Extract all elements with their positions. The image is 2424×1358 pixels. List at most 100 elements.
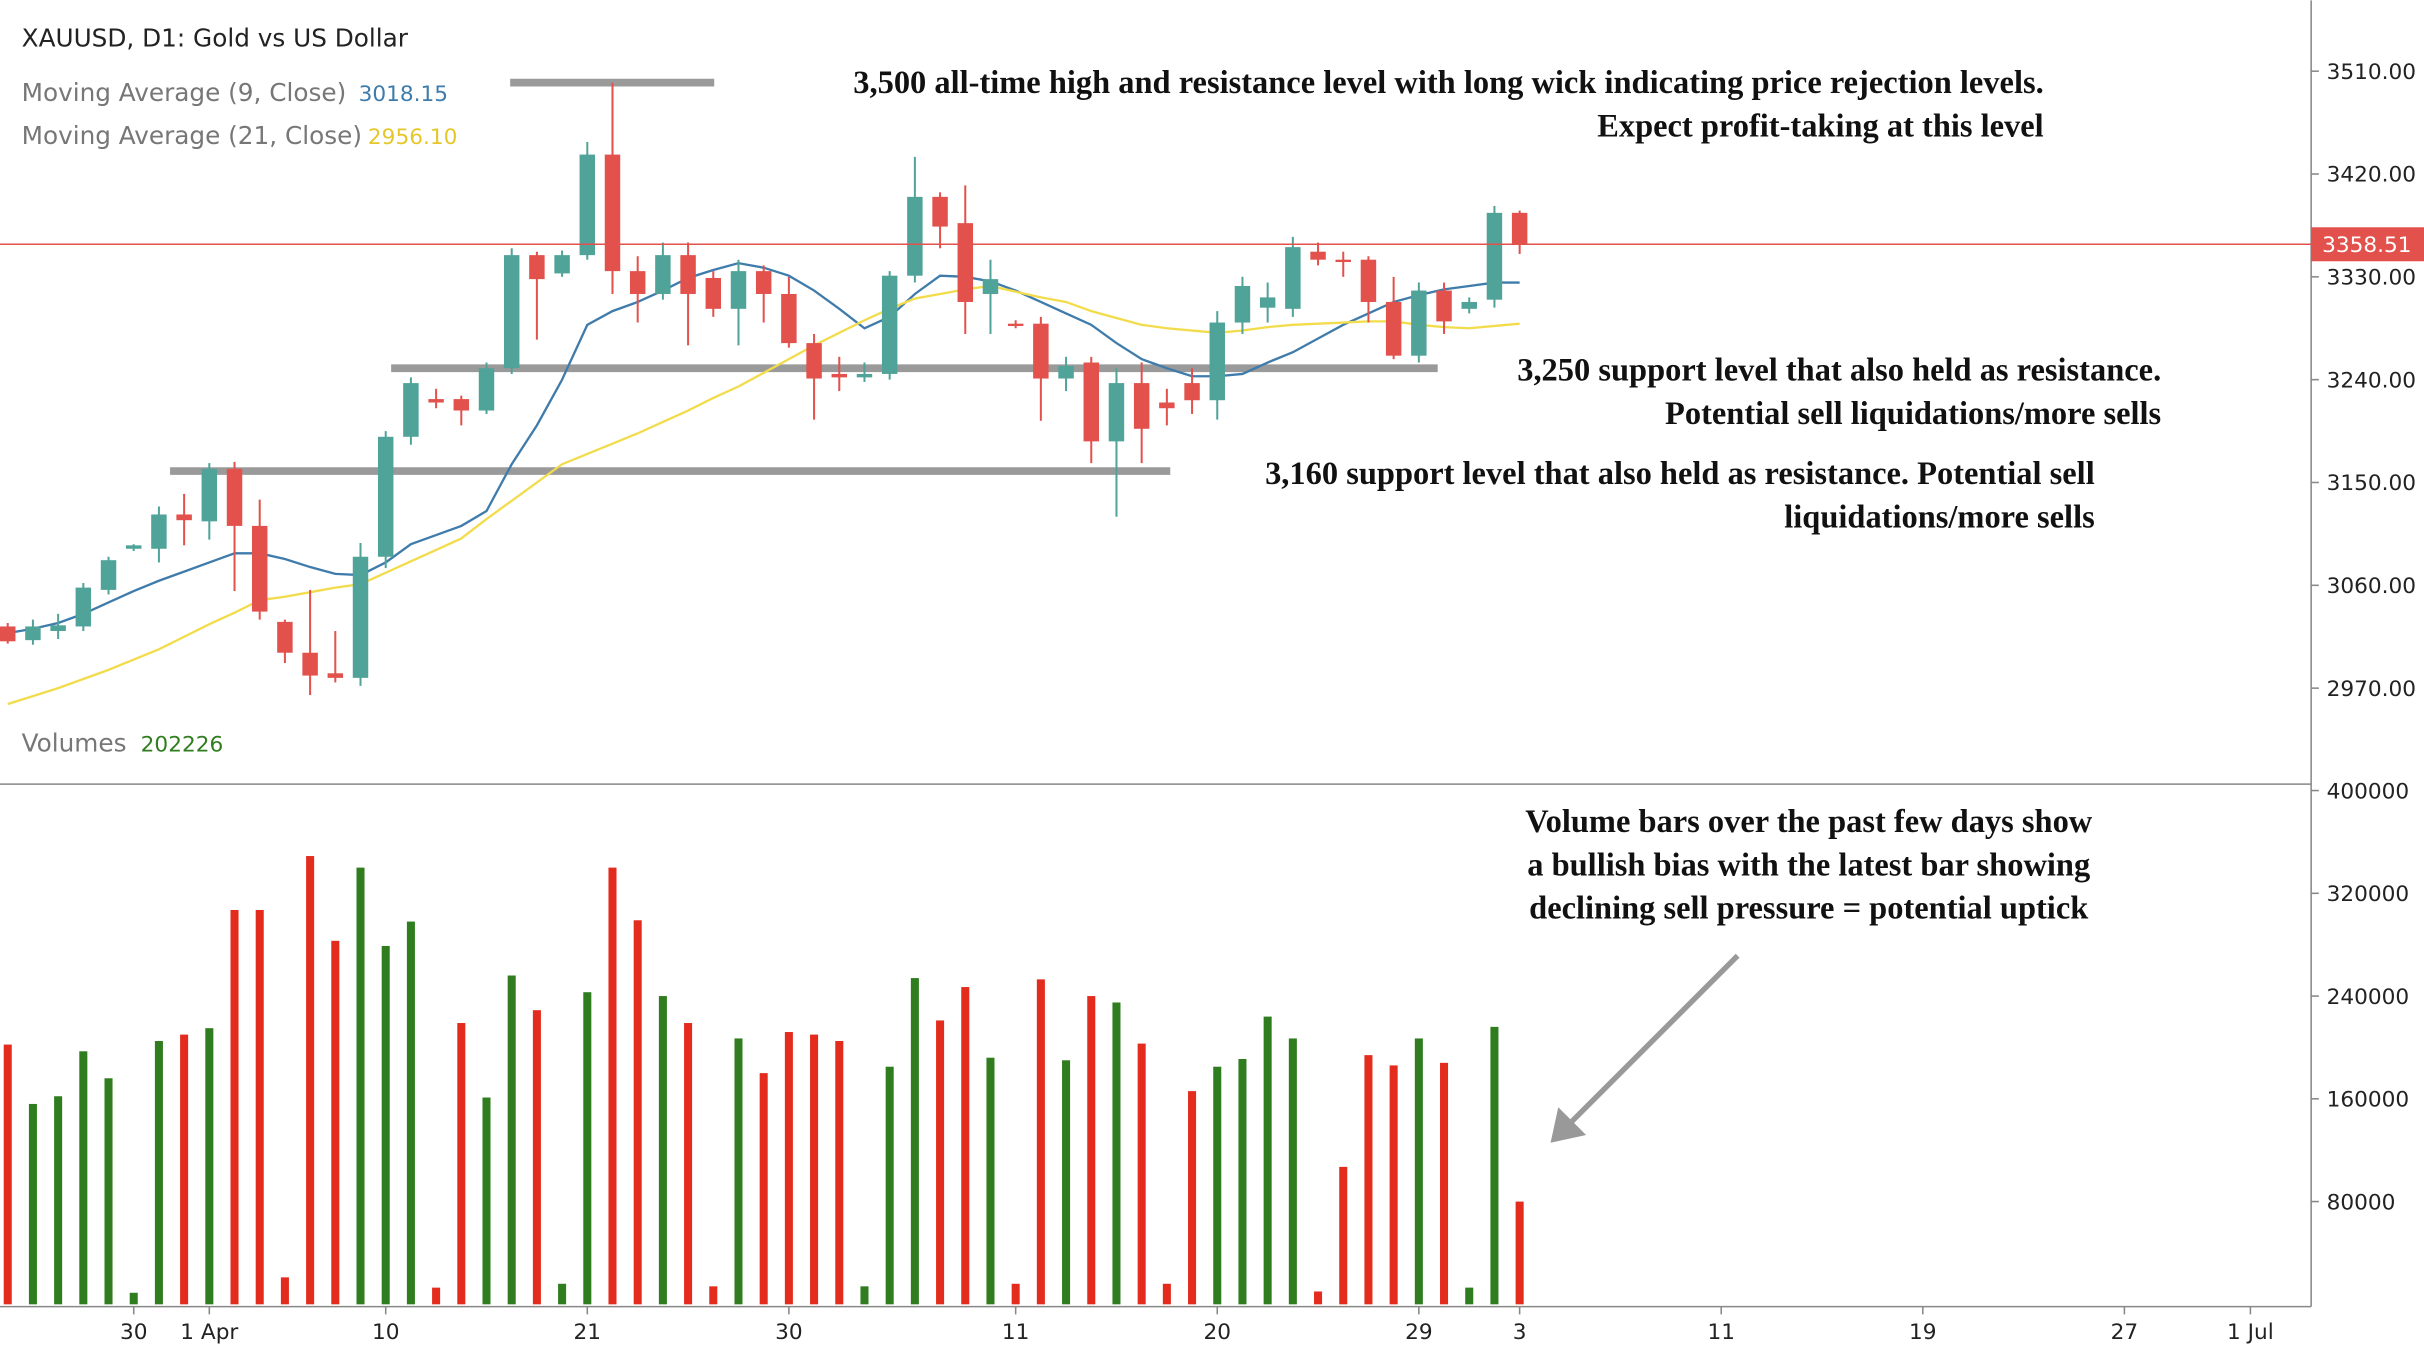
- volume-bar: [180, 1034, 189, 1305]
- volume-bar: [784, 1032, 793, 1305]
- volume-bar: [759, 1073, 768, 1305]
- volume-bar: [1087, 996, 1096, 1305]
- candle-body: [327, 673, 344, 678]
- arrow: [1565, 953, 1740, 1128]
- candle-body: [1133, 383, 1150, 429]
- candle-body: [201, 468, 218, 522]
- volume-bar: [129, 1292, 138, 1305]
- arrow-head: [1550, 1107, 1587, 1143]
- volume-bar: [835, 1041, 844, 1305]
- volume-bar: [1288, 1038, 1297, 1305]
- candle-body: [806, 343, 822, 379]
- y-tick-label: 400000: [2327, 779, 2410, 804]
- volume-bar: [558, 1283, 567, 1305]
- volume-bar: [1414, 1038, 1423, 1305]
- volume-bar: [3, 1044, 12, 1305]
- candle-body: [1360, 259, 1377, 302]
- volume-bar: [1440, 1062, 1449, 1305]
- volume-bar: [633, 920, 642, 1305]
- volume-bar: [356, 867, 365, 1305]
- volume-bar: [507, 975, 516, 1305]
- volume-bar: [885, 1066, 894, 1305]
- volume-bar: [54, 1096, 63, 1305]
- candle-body: [881, 275, 898, 374]
- volume-bar: [1314, 1291, 1323, 1305]
- plot: 2970.00 3060.00 3150.00 3240.00 3330.00 3420.…: [0, 60, 2424, 1345]
- candle-body: [1083, 362, 1099, 442]
- last-price-box: [2311, 227, 2424, 262]
- volume-bar: [961, 987, 970, 1305]
- x-tick-label: 27: [2111, 1320, 2139, 1345]
- candle-body: [755, 271, 772, 294]
- x-tick-label: 19: [1909, 1320, 1937, 1345]
- volume-bar: [381, 945, 390, 1305]
- x-tick-label: 30: [120, 1320, 148, 1345]
- candle-body: [554, 255, 570, 274]
- volume-bar: [1011, 1283, 1020, 1305]
- annotation-text: 3,500 all-time high and resistance level…: [853, 65, 2043, 101]
- legend-label: Moving Average (21, Close): [22, 121, 362, 150]
- volume-bar: [583, 992, 592, 1305]
- candle-body: [730, 271, 747, 309]
- candle-body: [1310, 251, 1326, 260]
- y-tick-label: 3510.00: [2327, 60, 2416, 85]
- candle-body: [529, 255, 545, 280]
- volume-bar: [684, 1023, 693, 1305]
- volume-bar: [860, 1286, 869, 1305]
- x-tick-label: 1 Jul: [2227, 1320, 2274, 1345]
- candle-body: [1209, 322, 1225, 401]
- candle-body: [176, 514, 192, 521]
- x-tick-label: 21: [574, 1320, 602, 1345]
- y-tick-label: 3420.00: [2327, 163, 2416, 188]
- y-tick-label: 3150.00: [2327, 471, 2416, 496]
- candle-body: [1335, 259, 1351, 263]
- volume-bar: [1465, 1287, 1474, 1305]
- candle-body: [403, 383, 419, 437]
- volume-bar: [28, 1103, 37, 1305]
- volume-bar: [432, 1287, 441, 1305]
- candle-body: [1108, 383, 1125, 442]
- volume-bar: [1263, 1016, 1272, 1305]
- candle-body: [781, 293, 797, 344]
- annotation-text: Potential sell liquidations/more sells: [1665, 396, 2161, 432]
- candle-body: [705, 277, 722, 309]
- candle-body: [1385, 301, 1402, 356]
- x-tick-label: 11: [1002, 1320, 1030, 1345]
- volume-bar: [936, 1020, 945, 1305]
- candle-body: [251, 525, 268, 612]
- annotation-text: declining sell pressure = potential upti…: [1529, 891, 2088, 927]
- candle-body: [503, 255, 520, 369]
- volume-bar: [306, 856, 315, 1305]
- volume-bar: [1188, 1091, 1197, 1305]
- y-tick-label: 3330.00: [2327, 266, 2416, 291]
- candle-body: [25, 626, 41, 641]
- volume-bar: [608, 867, 617, 1305]
- volume-bar: [1062, 1060, 1071, 1305]
- candle-body: [1058, 365, 1074, 379]
- candle-body: [75, 587, 92, 627]
- candle-body: [302, 652, 318, 676]
- legend-label: Moving Average (9, Close): [22, 78, 347, 107]
- candle-body: [0, 626, 16, 642]
- volume-bar: [1162, 1283, 1171, 1305]
- x-tick-label: 10: [372, 1320, 400, 1345]
- candle-body: [1259, 297, 1276, 308]
- candle-body: [125, 545, 142, 549]
- last-price-label: 3358.51: [2322, 233, 2411, 258]
- x-tick-label: 30: [775, 1320, 803, 1345]
- candle-body: [1234, 285, 1251, 323]
- y-tick-label: 320000: [2327, 882, 2410, 907]
- candle-body: [377, 436, 394, 557]
- volume-bar: [104, 1078, 113, 1305]
- y-tick-label: 2970.00: [2327, 677, 2416, 702]
- candle-body: [1033, 323, 1049, 379]
- volume-bar: [658, 996, 667, 1305]
- volume-bar: [1490, 1026, 1499, 1305]
- candle-body: [1159, 402, 1175, 409]
- volume-bar: [810, 1034, 819, 1305]
- volume-bar: [1515, 1201, 1524, 1305]
- candle-body: [907, 196, 923, 276]
- y-tick-label: 80000: [2327, 1190, 2396, 1215]
